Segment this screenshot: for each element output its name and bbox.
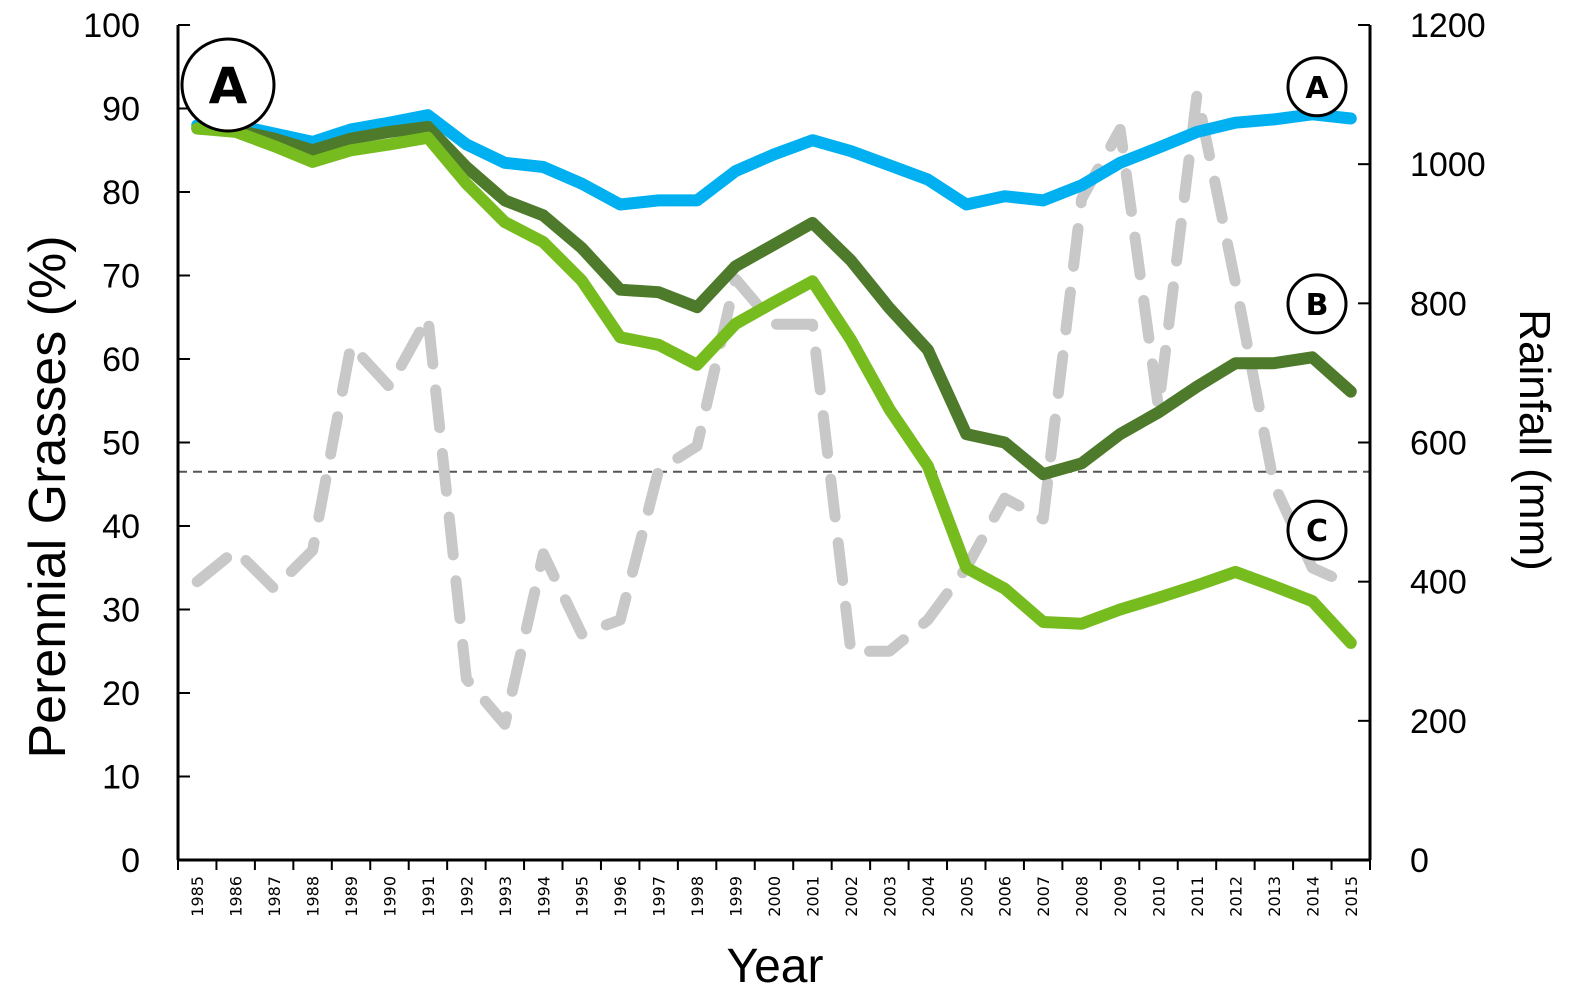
y-tick-label: 80	[102, 174, 140, 212]
panel-label-circle	[180, 37, 276, 133]
series-line-c	[191, 122, 1357, 649]
x-tick-label: 1986	[227, 876, 246, 917]
series-badge-circle	[1286, 56, 1348, 118]
series-badges: A B C	[1286, 56, 1348, 561]
series-line-rainfall	[191, 89, 1357, 730]
x-tick-label: 2015	[1342, 876, 1361, 917]
x-tick-label: 2001	[804, 876, 823, 917]
x-tick-label: 2013	[1265, 876, 1284, 917]
y-tick-label: 40	[102, 508, 140, 546]
x-tick-label: 2006	[996, 876, 1015, 917]
y-tick-label: 60	[102, 341, 140, 379]
x-tick-label: 2002	[842, 876, 861, 917]
x-tick-label: 2010	[1150, 876, 1169, 917]
x-tick-label: 1989	[342, 876, 361, 917]
x-tick-label: 2005	[957, 876, 976, 917]
x-tick-label: 2014	[1303, 876, 1322, 917]
panel-label: A	[209, 57, 248, 115]
y2-tick-label: 1200	[1410, 7, 1486, 45]
x-tick-label: 1999	[727, 876, 746, 917]
y-axis-title: Perennial Grasses (%)	[19, 235, 77, 758]
x-tick-label: 1988	[304, 876, 323, 917]
series-line-a	[191, 108, 1357, 211]
x-tick-label: 1993	[496, 876, 515, 917]
y-tick-label: 20	[102, 675, 140, 713]
x-tick-label: 1987	[265, 876, 284, 917]
x-tick-label: 1995	[573, 876, 592, 917]
y2-tick-label: 0	[1410, 842, 1429, 880]
x-axis-title: Year	[727, 940, 824, 993]
y-tick-label: 30	[102, 592, 140, 630]
axes-layer: 0102030405060708090100020040060080010001…	[83, 7, 1485, 917]
x-tick-label: 1992	[457, 876, 476, 917]
x-tick-label: 1994	[534, 876, 553, 917]
y-tick-label: 100	[83, 7, 140, 45]
x-tick-label: 1997	[650, 876, 669, 917]
panel-label-badge: A	[180, 37, 276, 133]
x-tick-label: 2012	[1226, 876, 1245, 917]
y-tick-label: 0	[121, 842, 140, 880]
x-tick-label: 1985	[188, 876, 207, 917]
x-tick-label: 2003	[880, 876, 899, 917]
series-layer	[191, 89, 1357, 730]
y2-axis-title: Rainfall (mm)	[1510, 309, 1559, 571]
y-tick-label: 10	[102, 759, 140, 797]
y2-tick-label: 800	[1410, 285, 1467, 323]
series-badge-label: A	[1305, 71, 1329, 106]
x-tick-label: 2009	[1111, 876, 1130, 917]
series-badge-label: C	[1306, 514, 1328, 549]
y2-tick-label: 600	[1410, 425, 1467, 463]
y-tick-label: 70	[102, 258, 140, 296]
series-badge-b: B	[1286, 273, 1348, 335]
y-tick-label: 90	[102, 91, 140, 129]
x-tick-label: 1991	[419, 876, 438, 917]
x-tick-label: 1998	[688, 876, 707, 917]
y-tick-label: 50	[102, 425, 140, 463]
series-line-b	[191, 120, 1357, 481]
x-tick-label: 2004	[919, 876, 938, 917]
x-tick-label: 1990	[381, 876, 400, 917]
x-tick-label: 2011	[1188, 876, 1207, 917]
x-tick-label: 2007	[1034, 876, 1053, 917]
x-tick-label: 2008	[1073, 876, 1092, 917]
y2-tick-label: 200	[1410, 703, 1467, 741]
y2-tick-label: 1000	[1410, 146, 1486, 184]
series-badge-c: C	[1286, 499, 1348, 561]
series-badge-circle	[1286, 273, 1348, 335]
x-tick-label: 2000	[765, 876, 784, 917]
series-badge-a: A	[1286, 56, 1348, 118]
y2-tick-label: 400	[1410, 564, 1467, 602]
series-badge-label: B	[1306, 288, 1329, 323]
series-badge-circle	[1286, 499, 1348, 561]
x-tick-label: 1996	[611, 876, 630, 917]
